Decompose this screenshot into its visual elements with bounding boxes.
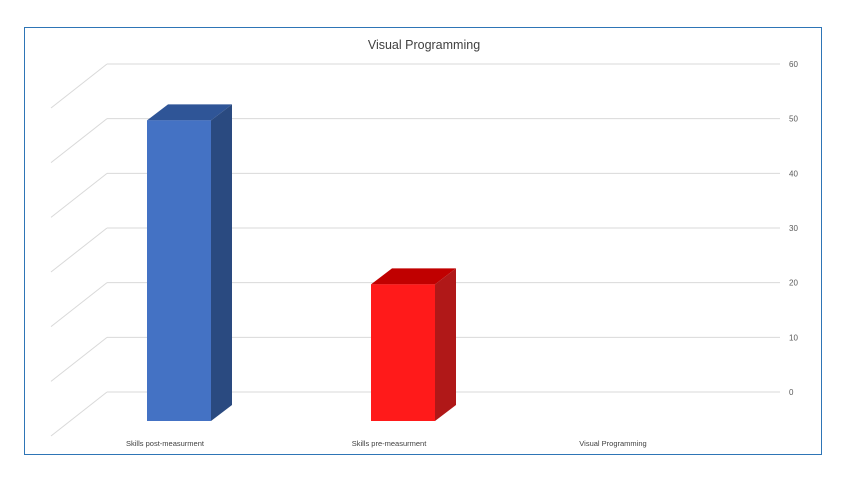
gridline-side [50,391,108,437]
gridline-side [50,63,108,109]
y-tick-label: 10 [789,333,798,342]
bar-side [435,268,456,421]
bar [371,284,435,421]
gridline-side [50,172,108,218]
y-tick-label: 30 [789,224,798,233]
bars [147,104,456,421]
bar-side [211,104,232,421]
y-tick-label: 50 [789,115,798,124]
y-tick-label: 60 [789,60,798,69]
bar-top [371,268,456,285]
y-tick-label: 40 [789,169,798,178]
gridline-side [50,227,108,273]
bar [147,120,211,421]
gridline-side [50,336,108,382]
category-label: Visual Programming [579,439,646,448]
gridline-side [50,282,108,328]
gridline-side [50,118,108,164]
bar-top [147,104,232,121]
y-tick-label: 20 [789,279,798,288]
chart-frame: Visual Programming 60 50 40 30 20 10 0 Skills … [24,27,822,455]
y-axis-ticks: 60 50 40 30 20 10 0 [789,60,798,397]
category-label: Skills pre-measurment [352,439,428,448]
category-label: Skills post-measurment [126,439,205,448]
chart-title: Visual Programming [367,38,481,52]
y-tick-label: 0 [789,388,794,397]
category-labels: Skills post-measurment Skills pre-measurm… [126,439,647,448]
